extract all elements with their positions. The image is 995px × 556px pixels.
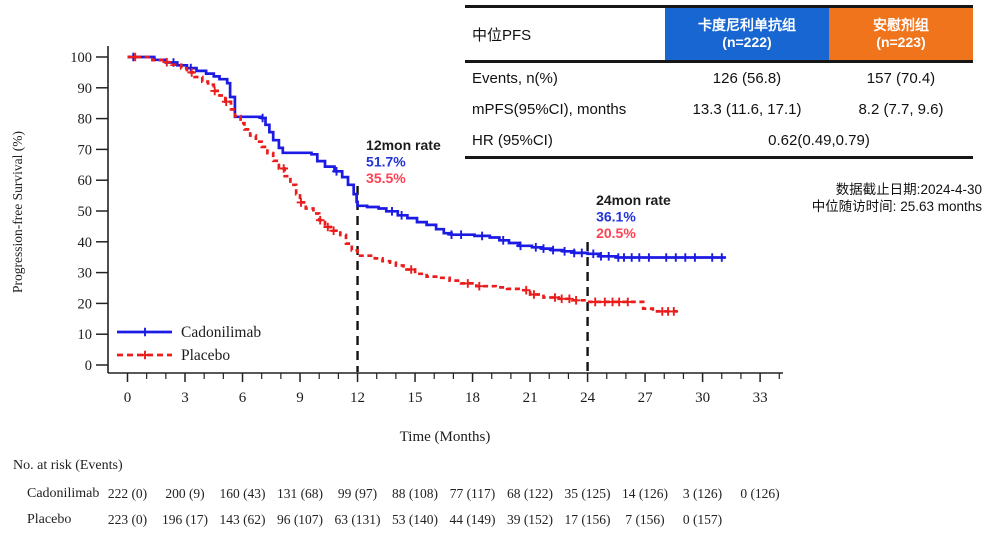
milestone-rate-value: 51.7% bbox=[366, 154, 406, 170]
stats-table-header: 中位PFS 卡度尼利单抗组 (n=222) 安慰剂组 (n=223) bbox=[465, 8, 973, 63]
stats-mpfs-placebo: 8.2 (7.7, 9.6) bbox=[858, 101, 944, 118]
stats-header-placebo: 安慰剂组 (n=223) bbox=[829, 8, 973, 60]
y-tick-label: 50 bbox=[78, 204, 93, 220]
stats-events-cadonilimab: 126 (56.8) bbox=[712, 70, 782, 87]
data-cutoff-date: 数据截止日期:2024-4-30 bbox=[835, 182, 982, 197]
risk-cell: 223 (0) bbox=[107, 512, 148, 527]
risk-cell: 35 (125) bbox=[564, 486, 611, 501]
risk-cell: 143 (62) bbox=[219, 512, 266, 527]
x-tick-label: 33 bbox=[753, 390, 768, 406]
risk-cell: 99 (97) bbox=[337, 486, 378, 501]
stats-header-cadonilimab-n: (n=222) bbox=[722, 34, 772, 50]
risk-cell: 88 (108) bbox=[391, 486, 439, 501]
stats-row-mpfs: mPFS(95%CI), months 13.3 (11.6, 17.1) 8.… bbox=[465, 94, 973, 125]
risk-cell: 200 (9) bbox=[165, 486, 205, 501]
risk-cell: 14 (126) bbox=[621, 486, 669, 501]
risk-cell: 160 (43) bbox=[219, 486, 266, 501]
risk-cell: 196 (17) bbox=[161, 512, 209, 527]
stats-row-mpfs-label: mPFS(95%CI), months bbox=[472, 101, 627, 118]
x-axis-title: Time (Months) bbox=[400, 429, 491, 445]
y-tick-label: 10 bbox=[78, 327, 93, 343]
stats-row-hr-label: HR (95%CI) bbox=[472, 132, 553, 149]
stats-events-placebo: 157 (70.4) bbox=[866, 70, 936, 87]
risk-cell: 17 (156) bbox=[564, 512, 611, 527]
milestone-rate-value: 20.5% bbox=[596, 225, 636, 241]
risk-cell: 7 (156) bbox=[625, 512, 665, 527]
x-tick-label: 9 bbox=[296, 390, 304, 406]
curve-placebo bbox=[127, 55, 678, 313]
x-tick-label: 15 bbox=[408, 390, 423, 406]
risk-cell: 222 (0) bbox=[107, 486, 148, 501]
risk-cell: 39 (152) bbox=[506, 512, 554, 527]
milestone-rate-value: 36.1% bbox=[596, 209, 636, 225]
stats-header-cadonilimab: 卡度尼利单抗组 (n=222) bbox=[665, 8, 829, 60]
x-tick-label: 0 bbox=[124, 390, 132, 406]
y-tick-label: 30 bbox=[78, 266, 93, 282]
y-tick-label: 60 bbox=[78, 173, 93, 189]
risk-cell: 77 (117) bbox=[449, 486, 496, 501]
y-tick-label: 20 bbox=[78, 296, 93, 312]
risk-cell: 53 (140) bbox=[391, 512, 439, 527]
risk-cell: 96 (107) bbox=[276, 512, 324, 527]
risk-row-label-cadonilimab: Cadonilimab bbox=[27, 486, 100, 501]
risk-cell: 63 (131) bbox=[334, 512, 381, 527]
risk-cell: 0 (157) bbox=[682, 512, 723, 527]
x-tick-label: 12 bbox=[350, 390, 365, 406]
milestone-title: 12mon rate bbox=[366, 137, 441, 153]
y-tick-label: 80 bbox=[78, 112, 93, 128]
risk-cell: 44 (149) bbox=[449, 512, 496, 527]
y-axis-title: Progression-free Survival (%) bbox=[10, 131, 25, 293]
x-tick-label: 3 bbox=[181, 390, 189, 406]
x-tick-label: 18 bbox=[465, 390, 480, 406]
risk-cell: 3 (126) bbox=[682, 486, 723, 501]
risk-table-title: No. at risk (Events) bbox=[13, 458, 123, 473]
stats-header-placebo-n: (n=223) bbox=[876, 34, 926, 50]
x-tick-label: 6 bbox=[239, 390, 247, 406]
milestone-title: 24mon rate bbox=[596, 192, 671, 208]
stats-row-events: Events, n(%) 126 (56.8) 157 (70.4) bbox=[465, 63, 973, 94]
censor-marks-placebo bbox=[130, 52, 679, 316]
median-followup: 中位随访时间: 25.63 months bbox=[811, 199, 982, 214]
y-tick-label: 0 bbox=[85, 358, 92, 374]
legend-label-placebo: Placebo bbox=[181, 347, 230, 364]
risk-cell: 68 (122) bbox=[506, 486, 554, 501]
risk-cell: 131 (68) bbox=[276, 486, 324, 501]
legend-censor-mark bbox=[140, 350, 150, 360]
x-tick-label: 30 bbox=[695, 390, 710, 406]
x-tick-label: 21 bbox=[523, 390, 538, 406]
y-tick-label: 100 bbox=[70, 50, 92, 66]
y-tick-label: 90 bbox=[78, 81, 93, 97]
stats-mpfs-cadonilimab: 13.3 (11.6, 17.1) bbox=[692, 101, 802, 118]
stats-row-events-label: Events, n(%) bbox=[472, 70, 558, 87]
legend-censor-mark bbox=[140, 327, 150, 337]
stats-row-hr: HR (95%CI) 0.62(0.49,0.79) bbox=[465, 125, 973, 156]
risk-cell: 0 (126) bbox=[740, 486, 780, 501]
risk-row-label-placebo: Placebo bbox=[27, 512, 72, 527]
y-tick-label: 40 bbox=[78, 235, 93, 251]
y-tick-label: 70 bbox=[78, 142, 93, 158]
x-tick-label: 27 bbox=[638, 390, 654, 406]
stats-header-label: 中位PFS bbox=[472, 26, 532, 44]
pfs-stats-table: 中位PFS 卡度尼利单抗组 (n=222) 安慰剂组 (n=223) Event… bbox=[465, 5, 973, 159]
stats-hr-value: 0.62(0.49,0.79) bbox=[768, 132, 870, 149]
stats-header-cadonilimab-name: 卡度尼利单抗组 bbox=[698, 17, 796, 33]
data-cutoff-notes: 数据截止日期:2024-4-30 中位随访时间: 25.63 months bbox=[812, 181, 982, 215]
x-tick-label: 24 bbox=[580, 390, 596, 406]
milestone-rate-value: 35.5% bbox=[366, 170, 406, 186]
legend-label-cadonilimab: Cadonilimab bbox=[181, 324, 261, 341]
stats-header-placebo-name: 安慰剂组 bbox=[873, 17, 929, 33]
survival-chart: 0 10 20 30 40 50 60 70 80 90 100 0 3 6 9 12 15 18 21 24 27 30… bbox=[10, 46, 783, 445]
